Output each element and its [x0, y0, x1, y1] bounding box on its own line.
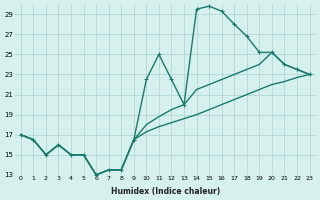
X-axis label: Humidex (Indice chaleur): Humidex (Indice chaleur) [111, 187, 220, 196]
